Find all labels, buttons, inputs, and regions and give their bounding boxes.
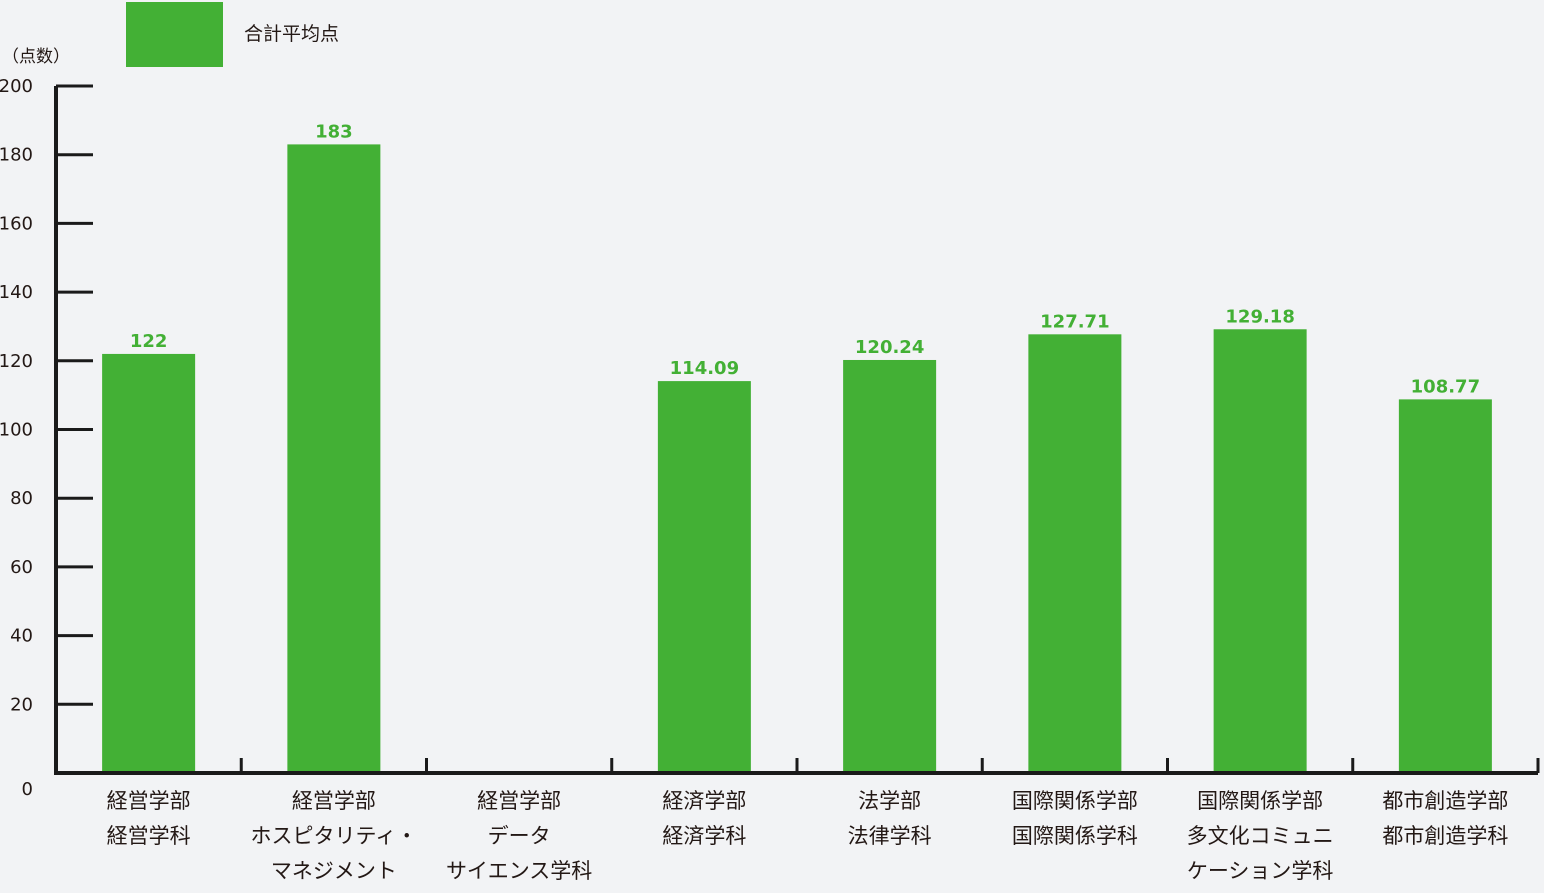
x-tick-label: サイエンス学科	[446, 859, 592, 883]
y-tick-label: 140	[0, 282, 33, 303]
legend-swatch	[126, 2, 223, 67]
x-tick-label: マネジメント	[271, 859, 397, 883]
x-tick-label: 経済学科	[662, 824, 746, 848]
x-tick-label: 都市創造学科	[1382, 824, 1508, 848]
x-tick-label: ケーション学科	[1187, 859, 1334, 883]
x-tick-label: 経営学部	[107, 789, 191, 813]
x-tick-label: データ	[488, 824, 551, 848]
x-tick-label: 経営学部	[477, 789, 561, 813]
x-tick-label: 都市創造学部	[1382, 789, 1508, 813]
y-tick-label: 200	[0, 76, 33, 97]
x-tick-labels-group: 経営学部経営学科経営学部ホスピタリティ・マネジメント経営学部データサイエンス学科…	[107, 789, 1509, 883]
bar-value-label: 120.24	[855, 337, 924, 358]
bar-value-label: 127.71	[1040, 311, 1109, 332]
y-tick-label: 80	[10, 488, 33, 509]
bar	[1028, 334, 1122, 773]
y-tick-labels-group: 0 20 40 60 80 100 120 140 160 180 200	[0, 76, 33, 800]
y-tick-label: 160	[0, 213, 33, 234]
x-tick-label: 国際関係学部	[1012, 789, 1138, 813]
bar	[1398, 399, 1492, 773]
legend-label: 合計平均点	[244, 23, 339, 45]
bar-value-label: 108.77	[1411, 376, 1480, 397]
x-tick-label: 経営学科	[107, 824, 191, 848]
axes-group	[54, 84, 1540, 775]
y-tick-label: 0	[22, 779, 33, 800]
y-tick-label: 20	[10, 694, 33, 715]
y-tick-label: 120	[0, 351, 33, 372]
bar	[102, 353, 196, 773]
x-tick-label: 法律学科	[848, 824, 932, 848]
bar	[1213, 329, 1307, 773]
y-tick-label: 60	[10, 557, 33, 578]
x-tick-label: 国際関係学科	[1012, 824, 1138, 848]
x-tick-label: 法学部	[858, 789, 921, 813]
y-tick-label: 100	[0, 420, 33, 441]
bar-value-label: 129.18	[1225, 306, 1294, 327]
bar-value-label: 114.09	[670, 358, 739, 379]
value-labels-group: 122 183 114.09 120.24 127.71 129.18 108.77	[130, 121, 1480, 397]
x-tick-label: ホスピタリティ・	[251, 824, 418, 848]
bar-value-label: 122	[130, 331, 168, 352]
bar-value-label: 183	[315, 121, 353, 142]
x-tick-label: 多文化コミュニ	[1187, 824, 1334, 848]
x-tick-label: 国際関係学部	[1197, 789, 1323, 813]
y-axis-label: （点数）	[2, 47, 70, 67]
y-tick-label: 40	[10, 626, 33, 647]
bar	[657, 381, 751, 773]
y-tick-label: 180	[0, 145, 33, 166]
x-tick-label: 経済学部	[662, 789, 746, 813]
bar	[287, 144, 381, 773]
x-tick-label: 経営学部	[292, 789, 376, 813]
bars-group	[102, 144, 1492, 773]
bar	[843, 359, 937, 773]
